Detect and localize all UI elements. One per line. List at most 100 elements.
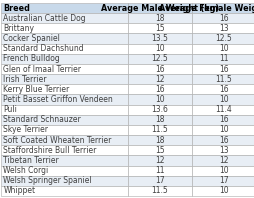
Bar <box>192 125 254 135</box>
Text: 18: 18 <box>155 115 165 124</box>
Bar <box>192 135 254 145</box>
Text: 10: 10 <box>155 95 165 104</box>
Bar <box>1 135 128 145</box>
Bar <box>1 145 128 155</box>
Text: 13: 13 <box>219 146 228 155</box>
Text: Australian Cattle Dog: Australian Cattle Dog <box>3 14 86 23</box>
Text: 10: 10 <box>219 126 228 134</box>
Text: 13: 13 <box>219 24 228 33</box>
Bar <box>128 166 192 176</box>
Text: Standard Dachshund: Standard Dachshund <box>3 44 84 53</box>
Bar <box>1 44 128 54</box>
Text: Staffordshire Bull Terrier: Staffordshire Bull Terrier <box>3 146 97 155</box>
Bar <box>1 125 128 135</box>
Text: 12: 12 <box>219 156 228 165</box>
Bar <box>128 94 192 105</box>
Bar <box>1 23 128 33</box>
Text: 10: 10 <box>155 44 165 53</box>
Bar <box>192 145 254 155</box>
Text: French Bulldog: French Bulldog <box>3 54 60 63</box>
Bar <box>192 44 254 54</box>
Bar <box>1 176 128 186</box>
Text: 18: 18 <box>155 14 165 23</box>
Text: 13.5: 13.5 <box>152 34 168 43</box>
Text: Irish Terrier: Irish Terrier <box>3 75 47 84</box>
Text: Petit Basset Griffon Vendeen: Petit Basset Griffon Vendeen <box>3 95 113 104</box>
Text: 16: 16 <box>219 65 228 73</box>
Text: Standard Schnauzer: Standard Schnauzer <box>3 115 81 124</box>
Text: Breed: Breed <box>3 4 30 12</box>
Bar <box>192 13 254 23</box>
Text: Cocker Spaniel: Cocker Spaniel <box>3 34 60 43</box>
Bar <box>128 105 192 115</box>
Text: 16: 16 <box>219 14 228 23</box>
Text: Kerry Blue Terrier: Kerry Blue Terrier <box>3 85 70 94</box>
Text: 15: 15 <box>155 24 165 33</box>
Bar <box>1 54 128 64</box>
Bar <box>1 13 128 23</box>
Text: 11.5: 11.5 <box>215 75 232 84</box>
Text: Average Male Weight (kg): Average Male Weight (kg) <box>101 4 219 12</box>
Bar <box>192 94 254 105</box>
Text: Tibetan Terrier: Tibetan Terrier <box>3 156 59 165</box>
Bar <box>1 64 128 74</box>
Bar <box>1 33 128 44</box>
Bar <box>128 3 192 13</box>
Bar <box>1 186 128 196</box>
Text: 10: 10 <box>219 166 228 175</box>
Bar <box>1 94 128 105</box>
Bar <box>1 155 128 166</box>
Bar <box>192 155 254 166</box>
Text: 10: 10 <box>219 187 228 195</box>
Bar <box>192 23 254 33</box>
Bar <box>128 84 192 94</box>
Text: 15: 15 <box>155 146 165 155</box>
Bar <box>192 176 254 186</box>
Text: 13.6: 13.6 <box>152 105 168 114</box>
Bar <box>128 64 192 74</box>
Text: 17: 17 <box>155 176 165 185</box>
Text: 16: 16 <box>155 65 165 73</box>
Bar <box>1 105 128 115</box>
Bar <box>128 125 192 135</box>
Bar <box>128 23 192 33</box>
Text: 16: 16 <box>219 85 228 94</box>
Bar <box>1 115 128 125</box>
Bar <box>192 3 254 13</box>
Text: 12.5: 12.5 <box>152 54 168 63</box>
Bar <box>1 74 128 84</box>
Text: 11.5: 11.5 <box>152 126 168 134</box>
Text: 10: 10 <box>219 44 228 53</box>
Bar <box>128 54 192 64</box>
Bar <box>128 186 192 196</box>
Text: 11: 11 <box>155 166 165 175</box>
Text: 12: 12 <box>155 75 165 84</box>
Text: Soft Coated Wheaten Terrier: Soft Coated Wheaten Terrier <box>3 136 112 145</box>
Bar <box>128 33 192 44</box>
Bar <box>128 44 192 54</box>
Bar <box>192 186 254 196</box>
Text: Brittany: Brittany <box>3 24 34 33</box>
Bar <box>128 13 192 23</box>
Bar <box>128 74 192 84</box>
Text: 12: 12 <box>155 156 165 165</box>
Text: 11.4: 11.4 <box>215 105 232 114</box>
Text: 10: 10 <box>219 95 228 104</box>
Bar <box>192 54 254 64</box>
Bar <box>192 74 254 84</box>
Bar <box>192 84 254 94</box>
Bar <box>1 3 128 13</box>
Bar <box>128 155 192 166</box>
Text: Skye Terrier: Skye Terrier <box>3 126 48 134</box>
Bar <box>128 115 192 125</box>
Text: Average Female Weight (kg): Average Female Weight (kg) <box>159 4 254 12</box>
Text: 17: 17 <box>219 176 228 185</box>
Text: Glen of Imaal Terrier: Glen of Imaal Terrier <box>3 65 81 73</box>
Bar <box>1 166 128 176</box>
Bar <box>1 84 128 94</box>
Bar <box>128 135 192 145</box>
Text: 16: 16 <box>155 85 165 94</box>
Text: 12.5: 12.5 <box>215 34 232 43</box>
Bar <box>192 166 254 176</box>
Text: 11: 11 <box>219 54 228 63</box>
